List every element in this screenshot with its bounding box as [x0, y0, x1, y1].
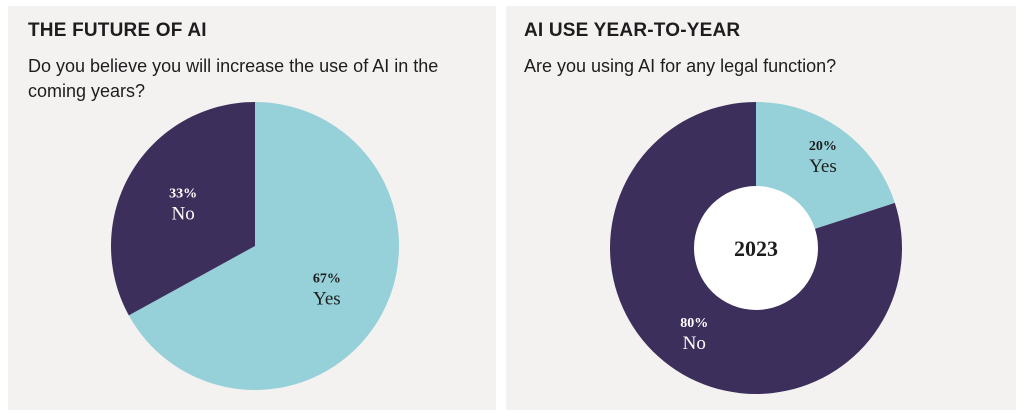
ai-use-panel: AI USE YEAR-TO-YEAR Are you using AI for…	[506, 6, 1016, 410]
ai-use-donut-chart: 20% Yes 80% No 2023	[506, 6, 1016, 410]
donut-center-label: 2023	[734, 236, 778, 261]
slice-percent-label: 67%	[313, 272, 341, 287]
slice-percent-label: 80%	[680, 316, 708, 331]
slice-percent-label: 20%	[809, 139, 837, 154]
future-of-ai-pie-chart: 67% Yes 33% No	[8, 6, 496, 410]
slice-percent-label: 33%	[169, 186, 197, 201]
page: THE FUTURE OF AI Do you believe you will…	[0, 0, 1024, 416]
slice-category-label: Yes	[809, 156, 837, 177]
future-of-ai-panel: THE FUTURE OF AI Do you believe you will…	[8, 6, 496, 410]
slice-category-label: No	[171, 203, 194, 224]
slice-category-label: No	[683, 333, 706, 354]
slice-category-label: Yes	[313, 289, 341, 310]
